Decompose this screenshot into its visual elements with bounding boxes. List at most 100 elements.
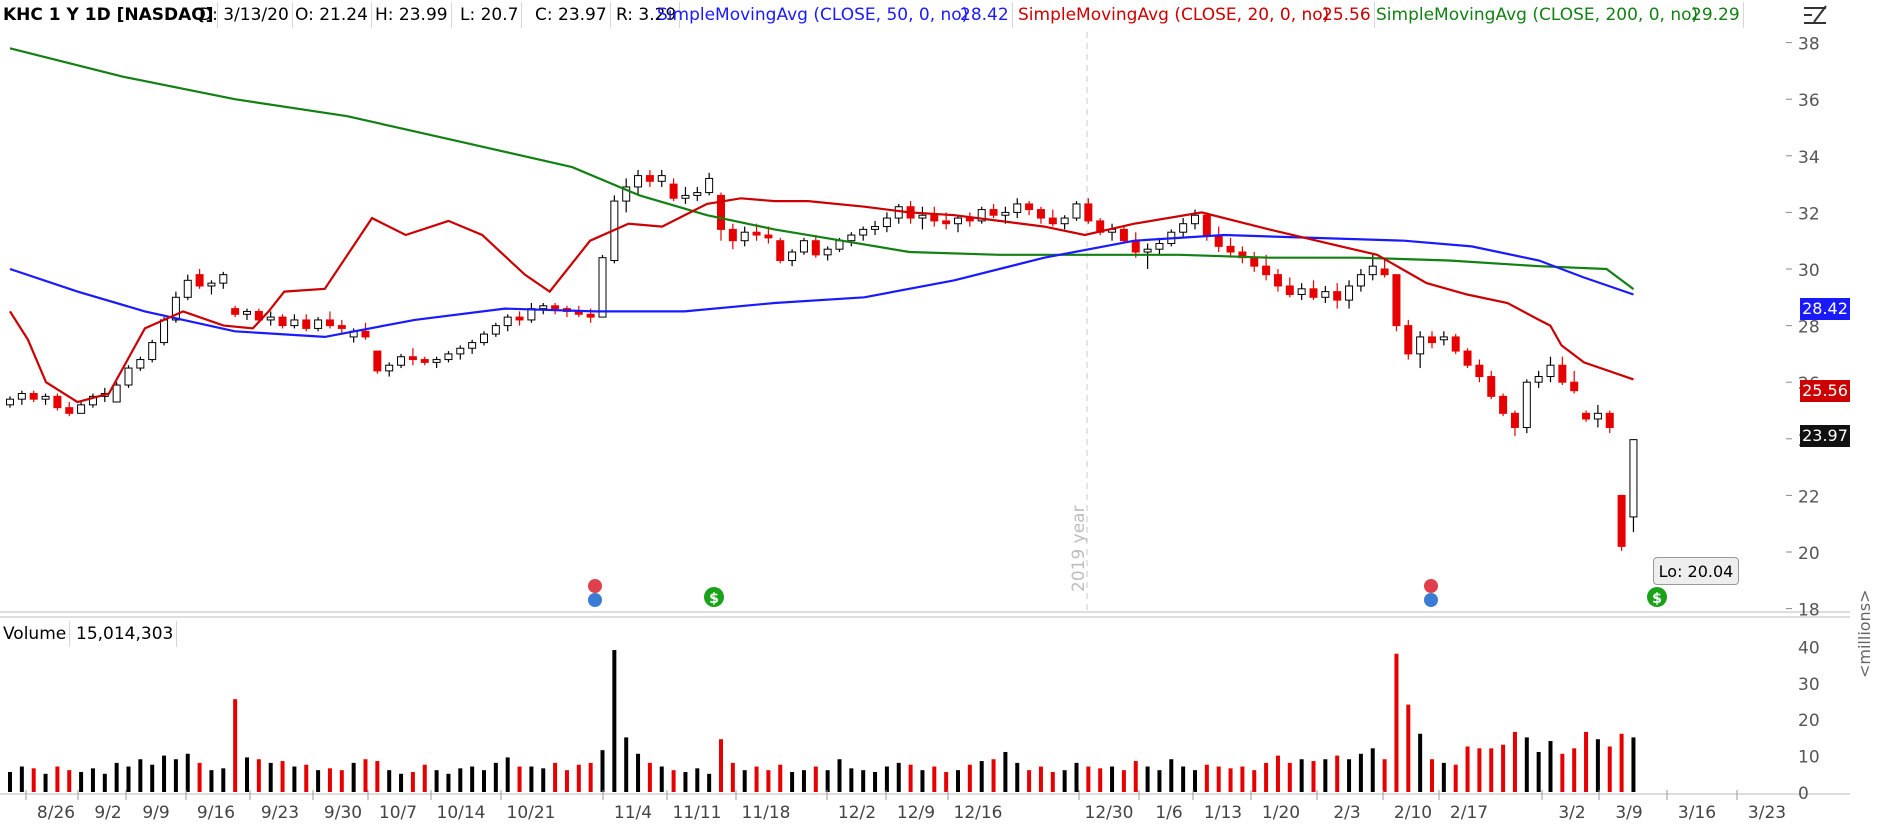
candle-body	[325, 319, 334, 327]
volume-tick-label: 10	[1798, 748, 1820, 768]
candle-body	[183, 279, 192, 298]
volume-bar	[908, 764, 913, 792]
candle-body	[1309, 288, 1318, 298]
date-readout: D: 3/13/20	[196, 2, 293, 28]
candle-body	[1179, 223, 1188, 233]
volume-bar	[55, 766, 60, 792]
date-tick-label: 11/18	[742, 803, 791, 823]
candle-body	[645, 175, 654, 182]
volume-bar	[1240, 766, 1245, 792]
candle-body	[799, 240, 808, 253]
candle-body	[1155, 243, 1164, 250]
volume-bar	[873, 771, 878, 792]
candle-body	[420, 359, 429, 363]
volume-bar	[67, 770, 72, 792]
volume-bar	[1323, 759, 1328, 792]
candle-body	[207, 282, 216, 287]
date-tick-label: 1/6	[1155, 803, 1182, 823]
volume-bar	[1181, 766, 1186, 792]
volume-bar	[90, 768, 95, 792]
volume-bar	[363, 759, 368, 792]
volume-bar	[197, 762, 202, 792]
dividend-icon	[704, 587, 724, 607]
volume-bar	[1062, 770, 1067, 792]
candle-body	[337, 325, 346, 329]
date-tick-label: 2/3	[1333, 803, 1360, 823]
volume-bar	[778, 764, 783, 792]
volume-bar	[647, 762, 652, 792]
volume-bar	[316, 770, 321, 792]
volume-bar	[185, 753, 190, 792]
candle-body	[1345, 285, 1354, 301]
volume-bar	[1169, 759, 1174, 792]
date-tick-label: 12/30	[1085, 803, 1134, 823]
sma50-line	[9, 233, 1634, 339]
volume-bar	[730, 762, 735, 792]
candle-body	[148, 342, 157, 361]
candle-body	[551, 305, 560, 310]
candle-body	[1439, 336, 1448, 341]
price-tick-label: 36	[1798, 91, 1820, 111]
volume-bar	[256, 759, 261, 792]
event-markers: $ $	[588, 579, 1667, 607]
volume-bar	[138, 759, 143, 792]
volume-bar	[1430, 759, 1434, 792]
volume-bar	[482, 770, 486, 792]
sma200-legend-value: 29.29	[1688, 2, 1744, 28]
candle-body	[930, 214, 939, 222]
low-price-callout: Lo: 20.04	[1653, 557, 1739, 585]
date-tick-label: 9/9	[142, 803, 169, 823]
candle-body	[1048, 217, 1057, 225]
date-tick-label: 9/16	[197, 803, 235, 823]
price-tick-label: 32	[1798, 204, 1820, 224]
volume-bar	[1418, 733, 1423, 792]
candle-body	[586, 313, 595, 318]
candle-body	[1593, 412, 1602, 420]
volume-bar	[1335, 755, 1340, 792]
volume-bar	[837, 759, 842, 792]
sma20-legend-label: SimpleMovingAvg (CLOSE, 20, 0, no)	[1018, 5, 1330, 25]
candle-body	[1605, 412, 1614, 428]
volume-bar	[825, 770, 830, 792]
chart-menu-icon[interactable]	[1800, 2, 1830, 28]
volume-bar	[576, 764, 581, 792]
price-tick-label: 28	[1798, 318, 1820, 338]
volume-bar	[304, 764, 309, 792]
volume-bar	[19, 766, 24, 792]
volume-bar	[1465, 746, 1470, 792]
volume-unit-label: <millions>	[1855, 589, 1874, 678]
volume-bar	[742, 770, 747, 792]
candle-body	[53, 395, 62, 409]
candle-body	[432, 359, 441, 363]
volume-bar	[209, 770, 214, 792]
candle-body	[717, 194, 725, 230]
volume-bar	[410, 771, 415, 792]
candle-body	[1463, 350, 1472, 366]
volume-bar	[1121, 770, 1126, 792]
volume-bar	[979, 761, 984, 792]
candle-body	[112, 384, 121, 403]
volume-bar	[1347, 759, 1352, 792]
candle-body	[1475, 364, 1484, 378]
candle-body	[1534, 376, 1543, 383]
candle-body	[811, 240, 820, 256]
volume-bar	[399, 773, 404, 792]
volume-bar	[1512, 731, 1517, 792]
volume-bar	[944, 771, 949, 792]
candlestick-series	[6, 169, 1638, 551]
candle-body	[1380, 268, 1389, 276]
volume-bar	[43, 773, 48, 792]
candle-body	[408, 356, 417, 361]
price-tick-label: 30	[1798, 261, 1820, 281]
candle-body	[231, 308, 240, 315]
volume-bar	[339, 770, 344, 792]
candle-body	[1060, 217, 1069, 225]
date-tick-label: 9/30	[324, 803, 362, 823]
year-marker-label: 2019 year	[1069, 505, 1089, 592]
volume-bar	[1572, 748, 1577, 792]
date-tick-label: 12/9	[897, 803, 935, 823]
candle-body	[669, 183, 678, 199]
candle-body	[136, 359, 145, 369]
volume-bar	[1406, 704, 1411, 792]
date-tick-label: 2/17	[1450, 803, 1488, 823]
